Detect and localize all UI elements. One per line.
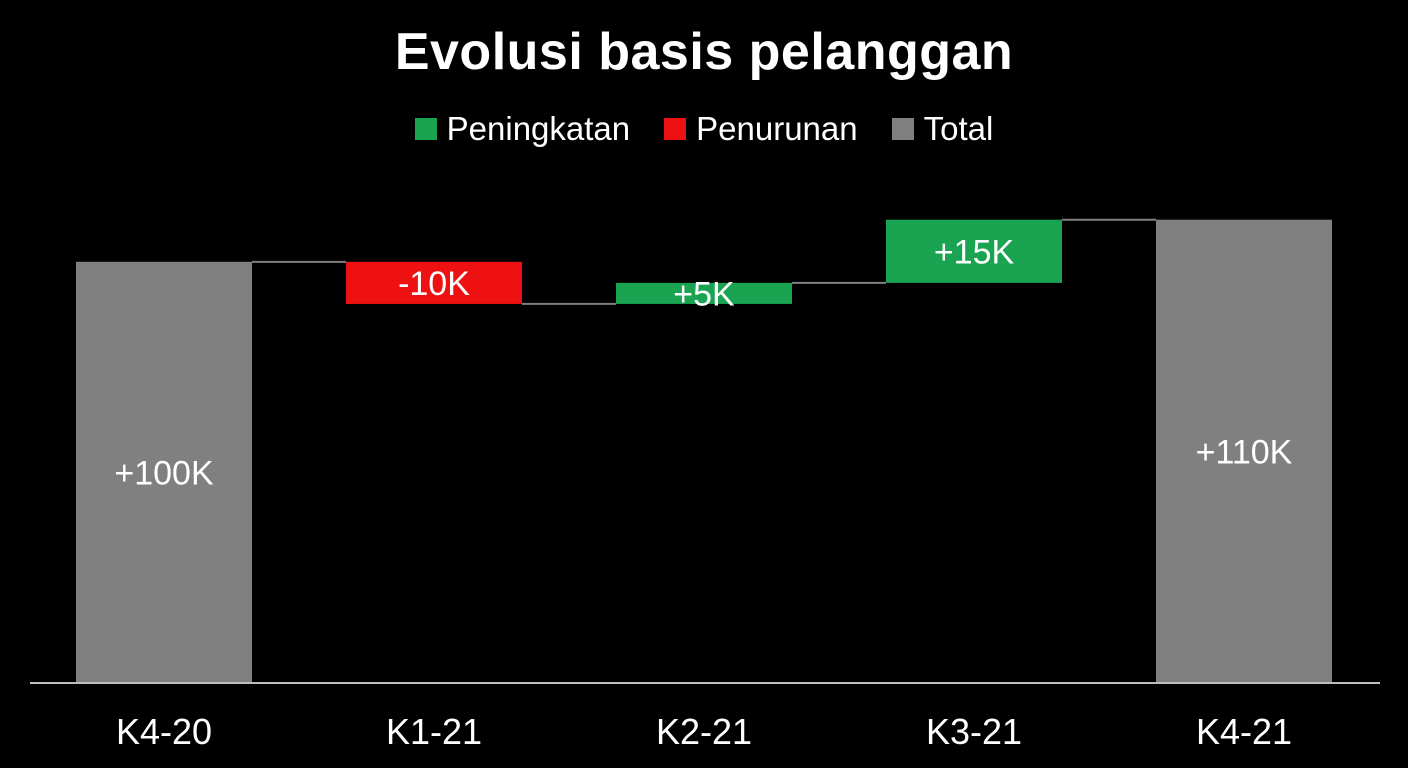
- bar-k4-21: [1156, 219, 1332, 683]
- bar-k2-21: [616, 282, 792, 304]
- legend-swatch-peningkatan: [414, 118, 437, 140]
- bar-label-k4-20: +100K: [114, 454, 214, 492]
- legend-label-total: Total: [923, 110, 994, 147]
- legend-label-peningkatan: Peningkatan: [446, 110, 631, 147]
- bar-label-k2-21: +5K: [673, 275, 735, 313]
- legend-label-penurunan: Penurunan: [696, 110, 858, 147]
- legend-item-penurunan: Penurunan: [664, 110, 858, 148]
- x-tick-label-k3-21: K3-21: [926, 711, 1022, 752]
- legend-item-total: Total: [891, 110, 994, 148]
- bar-k1-21: [346, 261, 522, 304]
- x-tick-label-k1-21: K1-21: [386, 711, 482, 752]
- bar-label-k1-21: -10K: [398, 265, 470, 303]
- bar-k4-20: [76, 261, 252, 683]
- legend-swatch-penurunan: [664, 118, 687, 140]
- bar-label-k3-21: +15K: [934, 233, 1015, 271]
- chart-title: Evolusi basis pelanggan: [394, 23, 1014, 81]
- x-tick-label-k4-21: K4-21: [1196, 711, 1292, 752]
- legend-swatch-total: [891, 118, 914, 140]
- x-tick-label-k4-20: K4-20: [116, 711, 212, 752]
- legend: Peningkatan Penurunan Total: [0, 110, 1408, 148]
- legend-item-peningkatan: Peningkatan: [414, 110, 631, 148]
- x-tick-label-k2-21: K2-21: [656, 711, 752, 752]
- bar-k3-21: [886, 219, 1062, 283]
- bar-label-k4-21: +110K: [1196, 433, 1293, 471]
